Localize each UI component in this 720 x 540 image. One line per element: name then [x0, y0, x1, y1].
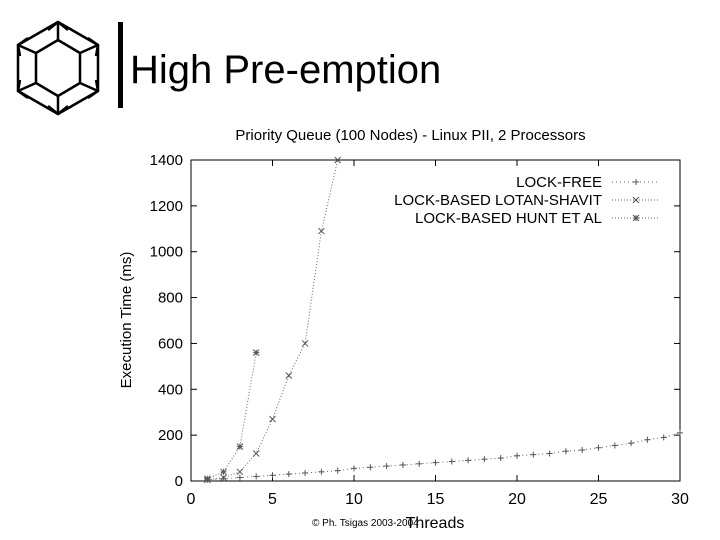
x-axis-label: Threads [406, 515, 465, 532]
data-point [236, 474, 243, 481]
data-point [285, 372, 293, 379]
x-tick-label: 25 [590, 491, 608, 508]
data-point [595, 444, 602, 451]
data-point [236, 443, 244, 450]
data-point [301, 340, 309, 347]
data-point [383, 463, 390, 470]
data-point [269, 472, 276, 479]
data-point [351, 465, 357, 472]
data-point [660, 434, 667, 441]
data-point [334, 156, 342, 164]
y-axis-label: Execution Time (ms) [118, 252, 135, 389]
y-tick-label: 1400 [150, 152, 183, 169]
data-point [220, 475, 227, 482]
data-point [416, 460, 423, 467]
data-point [318, 227, 325, 235]
data-point [220, 468, 227, 476]
y-tick-label: 800 [158, 290, 183, 307]
series-line-3 [207, 352, 257, 480]
data-point [628, 440, 635, 447]
data-point [514, 452, 520, 459]
legend-label-2: LOCK-BASED LOTAN-SHAVIT [394, 192, 602, 209]
data-point [497, 455, 504, 462]
legend-label-1: LOCK-FREE [516, 174, 602, 191]
x-tick-label: 5 [268, 491, 277, 508]
x-tick-label: 30 [671, 491, 689, 508]
legend-marker-3 [632, 214, 640, 222]
data-point [562, 448, 569, 455]
x-tick-label: 20 [508, 491, 526, 508]
y-tick-label: 400 [158, 381, 183, 398]
legend-marker-1 [633, 179, 639, 185]
data-point [677, 429, 683, 436]
data-point [644, 436, 651, 443]
data-point [611, 442, 618, 449]
series-line-2 [207, 160, 339, 481]
data-point [448, 458, 455, 465]
data-point [334, 467, 341, 474]
series-line-1 [207, 432, 680, 481]
data-point [203, 475, 211, 483]
data-point [546, 450, 553, 457]
data-point [432, 459, 439, 466]
y-tick-label: 1000 [150, 244, 183, 261]
data-point [252, 450, 260, 457]
data-point [220, 474, 227, 481]
chalmers-logo-icon [8, 18, 108, 118]
slide-title: High Pre-emption [130, 48, 442, 92]
x-tick-label: 10 [345, 491, 363, 508]
data-point [530, 451, 537, 458]
data-point [302, 469, 309, 476]
y-tick-label: 0 [175, 473, 183, 490]
data-point [318, 468, 325, 475]
data-point [285, 471, 292, 478]
data-point [269, 415, 276, 423]
x-tick-label: 0 [187, 491, 196, 508]
copyright-footer: © Ph. Tsigas 2003-2004 [312, 518, 419, 529]
data-point [399, 461, 406, 468]
data-point [579, 447, 586, 454]
data-point [367, 464, 374, 471]
data-point [465, 457, 472, 464]
data-point [252, 349, 260, 356]
y-tick-label: 200 [158, 427, 183, 444]
data-point [236, 468, 244, 476]
legend-label-3: LOCK-BASED HUNT ET AL [415, 210, 602, 227]
legend-marker-2 [632, 196, 640, 204]
title-divider [118, 22, 123, 108]
y-tick-label: 1200 [150, 198, 183, 215]
x-tick-label: 15 [427, 491, 445, 508]
data-point [481, 456, 488, 463]
chart-title: Priority Queue (100 Nodes) - Linux PII, … [235, 127, 585, 144]
y-tick-label: 600 [158, 335, 183, 352]
data-point [253, 473, 260, 480]
